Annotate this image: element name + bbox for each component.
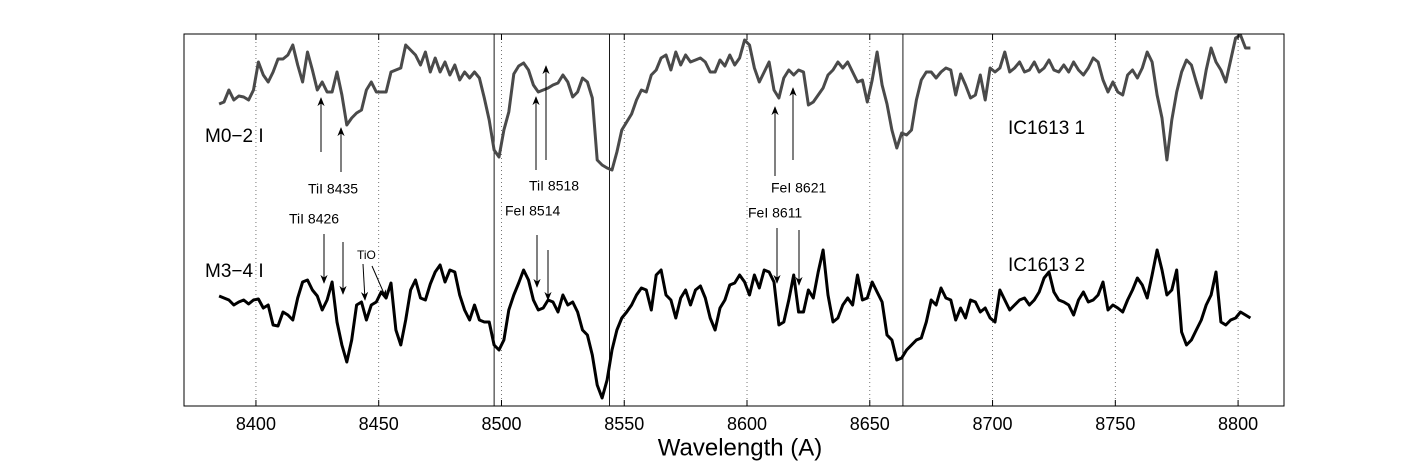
x-tick-label: 8800 — [1218, 414, 1258, 434]
x-tick-label: 8500 — [481, 414, 521, 434]
arrows — [317, 65, 803, 301]
plot-area — [218, 33, 1252, 406]
series-line — [218, 33, 1251, 172]
x-tick-label: 8450 — [359, 414, 399, 434]
x-axis-label: Wavelength (A) — [658, 434, 823, 461]
x-tick-label: 8650 — [850, 414, 890, 434]
arrow — [371, 265, 387, 299]
series-line — [218, 248, 1252, 400]
annotation: TiI 8518 — [529, 178, 579, 194]
annotation: FeI 8621 — [771, 180, 826, 196]
x-tick-label: 8750 — [1095, 414, 1135, 434]
x-tick-label: 8600 — [727, 414, 767, 434]
annotation: TiO — [357, 248, 376, 262]
annotation: TiI 8435 — [308, 181, 358, 197]
plot-frame — [183, 33, 1285, 407]
x-tick-label: 8550 — [604, 414, 644, 434]
x-tick-label: 8400 — [236, 414, 276, 434]
annotation: TiI 8426 — [289, 211, 339, 227]
annotation: M3−4 I — [205, 261, 264, 282]
annotation: IC1613 1 — [1008, 118, 1085, 139]
annotation: FeI 8611 — [748, 205, 802, 221]
arrow — [360, 263, 369, 301]
annotation: IC1613 2 — [1008, 255, 1085, 276]
annotation: M0−2 I — [205, 126, 264, 147]
annotation: FeI 8514 — [505, 203, 560, 219]
x-tick-label: 8700 — [973, 414, 1013, 434]
